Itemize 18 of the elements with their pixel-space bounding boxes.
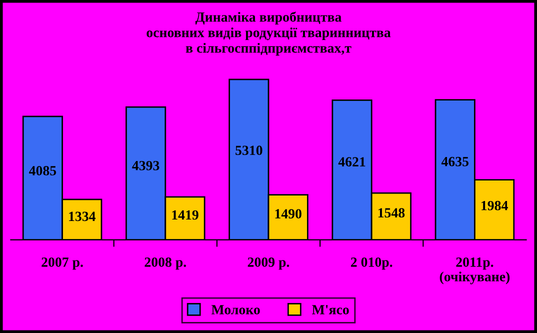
data-label: 1419 [172,210,198,220]
data-label: 1490 [275,209,302,218]
data-label: 4085 [29,166,56,176]
data-label: 1548 [378,208,405,218]
data-label: 4393 [132,160,160,170]
legend-label: М'ясо [312,305,349,314]
x-tick-label: 2007 р. [42,257,83,270]
x-tick-label: 2009 р. [248,257,290,270]
data-label: 1984 [482,200,508,210]
data-label: 4621 [338,157,366,166]
x-tick-label: 2011р. (очікуване) [440,257,510,284]
chart-title: Динаміка виробництва основних видів родукції тваринництва в сільгосппідприємствах,т [146,12,391,56]
legend-label: Молоко [211,305,260,314]
data-label: 5310 [236,146,262,156]
x-tick-label: 2 010р. [350,257,392,270]
data-label: 4635 [441,156,468,166]
x-tick-label: 2008 р. [144,257,186,270]
data-label: 1334 [69,212,96,222]
